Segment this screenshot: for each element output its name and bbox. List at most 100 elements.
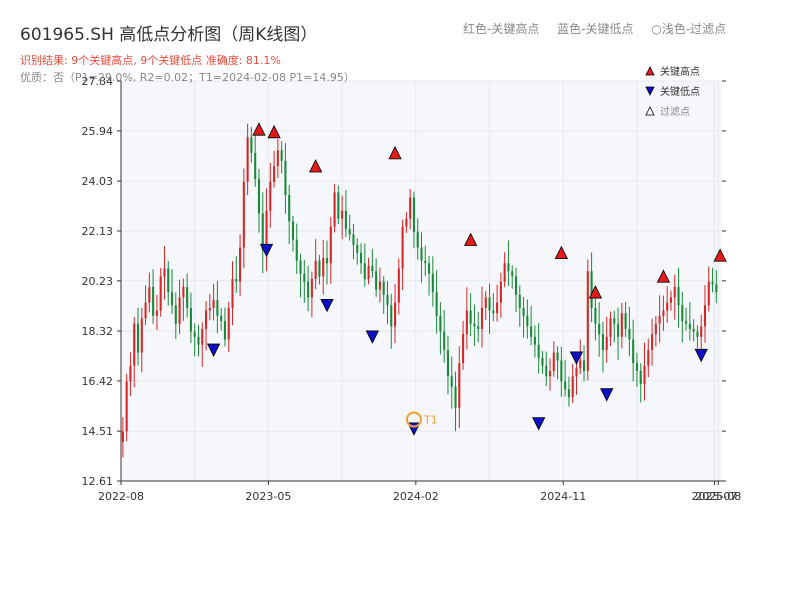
key-low-marker	[569, 351, 584, 365]
candle-body	[416, 231, 419, 248]
candle-body	[677, 286, 680, 306]
candle-body	[325, 258, 329, 264]
key-high-marker	[463, 232, 478, 246]
candle-body	[231, 279, 234, 308]
header-legend: 红色-关键高点 蓝色-关键低点 ○浅色-过滤点	[463, 20, 740, 37]
key-low-marker	[532, 417, 546, 431]
candle-body	[170, 292, 174, 306]
marker-legend: 关键高点 关键低点 过滤点	[645, 65, 700, 118]
key-low-marker	[206, 343, 221, 357]
candle-body	[284, 160, 287, 195]
candle-body	[348, 229, 351, 235]
candle-body	[617, 323, 620, 337]
candle-body	[673, 286, 676, 298]
candle-body	[548, 370, 552, 377]
candle-body	[189, 307, 192, 332]
x-tick-label: 2024-02	[393, 490, 439, 503]
candle-body	[651, 334, 654, 350]
candle-body	[428, 263, 431, 274]
candle-body	[397, 268, 400, 303]
key-low-marker	[694, 348, 708, 363]
candle-body	[545, 365, 548, 377]
y-tick-label: 16.42	[82, 375, 114, 388]
candle-body	[133, 323, 136, 366]
candle-body	[450, 376, 453, 387]
candle-body	[526, 315, 529, 327]
y-tick-label: 24.03	[82, 175, 114, 188]
candle-body	[681, 305, 684, 322]
candle-body	[367, 265, 370, 280]
candle-body	[658, 315, 661, 324]
candle-body	[359, 252, 363, 264]
key-high-marker	[252, 122, 266, 136]
candle-body	[635, 363, 638, 371]
candle-body	[579, 360, 582, 369]
legend-filtered-marker-icon	[645, 106, 655, 116]
y-tick-label: 18.32	[82, 325, 114, 338]
candle-body	[700, 326, 703, 337]
candle-body	[605, 336, 608, 350]
candle-body	[688, 323, 691, 329]
candle-body	[246, 137, 249, 182]
candle-body	[624, 313, 627, 329]
candle-body	[586, 271, 589, 371]
candle-body	[318, 260, 321, 277]
candle-body	[458, 363, 461, 408]
candle-body	[469, 310, 472, 324]
candle-body	[163, 268, 166, 277]
candle-body	[257, 179, 261, 214]
legend-low-label: 关键低点	[660, 85, 700, 98]
key-low-marker	[320, 299, 334, 313]
key-high-marker	[656, 269, 671, 283]
candle-body	[639, 370, 642, 385]
candle-body	[507, 263, 510, 272]
candle-body	[125, 381, 128, 432]
candle-body	[212, 300, 215, 308]
candle-body	[632, 339, 635, 364]
candle-body	[235, 279, 238, 282]
candle-body	[155, 310, 158, 316]
candle-body	[227, 307, 230, 340]
axes: 12.61 14.51 16.42 18.32 20.23 22.13 24.03 25.94…	[82, 75, 742, 503]
candle-body	[299, 260, 302, 274]
candle-body	[333, 192, 336, 227]
candle-body	[193, 331, 196, 337]
candle-body	[276, 150, 279, 167]
candle-body	[484, 297, 487, 308]
candle-body	[594, 307, 597, 324]
candle-body	[511, 271, 514, 277]
candle-body	[341, 210, 344, 219]
candle-body	[307, 281, 310, 298]
candle-body	[556, 352, 559, 361]
candle-body	[541, 357, 544, 366]
candle-body	[390, 305, 393, 327]
candle-body	[496, 302, 499, 314]
candle-body	[382, 281, 385, 295]
candle-body	[715, 284, 718, 293]
candle-body	[435, 292, 438, 316]
candle-body	[564, 381, 567, 390]
candle-body	[167, 268, 170, 293]
candle-body	[371, 265, 374, 272]
candle-body	[314, 260, 317, 280]
candle-body	[273, 166, 276, 182]
legend-high-marker-icon	[645, 66, 655, 76]
legend-high-label: 关键高点	[660, 65, 700, 78]
candle-body	[620, 313, 623, 337]
candle-body	[707, 281, 710, 306]
result-summary: 识别结果: 9个关键高点, 9个关键低点 准确度: 81.1%	[20, 54, 281, 67]
candle-body	[590, 271, 593, 308]
candle-body	[462, 334, 465, 364]
candle-body	[439, 315, 442, 332]
y-tick-label: 25.94	[82, 125, 114, 138]
candle-body	[473, 323, 476, 327]
candle-body	[288, 194, 291, 222]
key-high-marker	[388, 145, 402, 160]
candle-body	[148, 286, 151, 303]
candle-body	[375, 271, 378, 290]
candle-body	[363, 263, 366, 280]
candle-body	[530, 326, 533, 337]
candle-body	[136, 323, 140, 353]
candle-body	[223, 321, 226, 340]
candle-body	[518, 294, 521, 308]
